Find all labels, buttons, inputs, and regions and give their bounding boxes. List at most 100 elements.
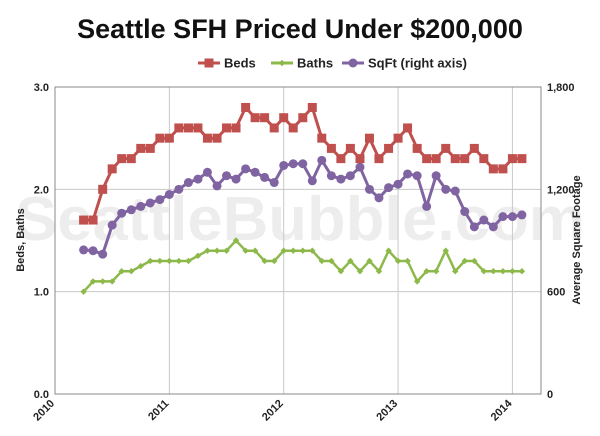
data-point	[108, 278, 116, 285]
data-point	[345, 171, 355, 181]
data-point	[193, 123, 203, 133]
data-point	[471, 257, 478, 265]
y2-tick-label: 0	[547, 389, 553, 401]
data-point	[488, 222, 498, 232]
data-point	[307, 176, 317, 186]
data-point	[117, 208, 127, 218]
data-point	[136, 143, 146, 153]
data-point	[347, 257, 354, 265]
data-point	[499, 268, 507, 275]
data-point	[490, 268, 497, 275]
data-point	[498, 164, 508, 174]
data-point	[422, 154, 432, 164]
data-point	[155, 195, 165, 205]
data-point	[431, 154, 441, 164]
data-point	[79, 215, 89, 225]
x-tick-label: 2014	[489, 397, 515, 423]
data-point	[384, 143, 394, 153]
data-point	[374, 154, 384, 164]
data-point	[99, 278, 106, 285]
data-point	[518, 268, 526, 275]
data-point	[355, 154, 365, 164]
data-point	[412, 171, 422, 181]
data-point	[364, 184, 374, 194]
data-point	[423, 268, 430, 275]
data-point	[364, 133, 374, 143]
data-point	[452, 268, 459, 275]
data-point	[289, 247, 297, 254]
data-point	[136, 201, 146, 211]
data-point	[374, 193, 384, 203]
data-point	[337, 268, 345, 275]
data-point	[250, 113, 260, 123]
data-point	[488, 164, 498, 174]
data-point	[412, 143, 422, 153]
legend-item: Beds	[198, 56, 256, 71]
data-point	[231, 174, 241, 184]
data-point	[222, 123, 232, 133]
legend-label: SqFt (right axis)	[368, 56, 467, 71]
data-point	[366, 257, 373, 265]
data-point	[403, 169, 413, 179]
data-point	[328, 257, 335, 265]
data-point	[204, 247, 211, 254]
series-square	[79, 102, 527, 225]
data-point	[241, 164, 251, 174]
data-point	[126, 154, 136, 164]
data-point	[336, 174, 346, 184]
data-point	[507, 212, 517, 222]
data-point	[326, 143, 336, 153]
data-point	[174, 184, 184, 194]
data-point	[137, 262, 144, 270]
data-point	[413, 278, 421, 285]
x-tick-label: 2011	[146, 398, 171, 423]
data-point	[385, 247, 392, 254]
chart-title: Seattle SFH Priced Under $200,000	[77, 14, 523, 44]
data-point	[460, 207, 470, 217]
watermark: SeattleBubble.com	[15, 185, 585, 254]
data-point	[356, 268, 364, 275]
data-point	[194, 252, 202, 260]
data-point	[393, 179, 403, 189]
data-point	[242, 247, 249, 254]
series-circle	[79, 155, 527, 259]
legend-item: SqFt (right axis)	[342, 56, 467, 71]
data-point	[442, 247, 449, 254]
series-diamond	[80, 237, 526, 295]
data-point	[375, 268, 383, 275]
data-point	[89, 278, 97, 285]
data-point	[404, 257, 411, 265]
data-point	[309, 247, 316, 254]
data-point	[145, 198, 155, 208]
data-point	[126, 205, 136, 215]
data-point	[269, 123, 279, 133]
y-tick-label: 0.0	[34, 389, 49, 401]
data-point	[260, 172, 270, 182]
data-point	[107, 164, 117, 174]
data-point	[307, 102, 317, 112]
data-point	[98, 249, 108, 259]
data-point	[507, 154, 517, 164]
data-point	[156, 257, 164, 265]
data-point	[480, 268, 488, 275]
data-point	[250, 167, 260, 177]
data-point	[212, 181, 222, 191]
data-point	[145, 143, 155, 153]
data-point	[345, 143, 355, 153]
data-point	[336, 154, 346, 164]
data-point	[403, 123, 413, 133]
x-tick-label: 2010	[31, 398, 57, 424]
data-point	[469, 143, 479, 153]
data-point	[278, 59, 286, 67]
data-point	[269, 178, 279, 188]
y-tick-label: 3.0	[34, 82, 49, 94]
data-point	[461, 257, 468, 265]
data-point	[498, 212, 508, 222]
legend-item: Baths	[271, 56, 333, 71]
data-point	[279, 113, 289, 123]
data-point	[298, 113, 308, 123]
data-point	[318, 257, 325, 265]
legend-label: Beds	[224, 56, 256, 71]
data-point	[326, 171, 336, 181]
